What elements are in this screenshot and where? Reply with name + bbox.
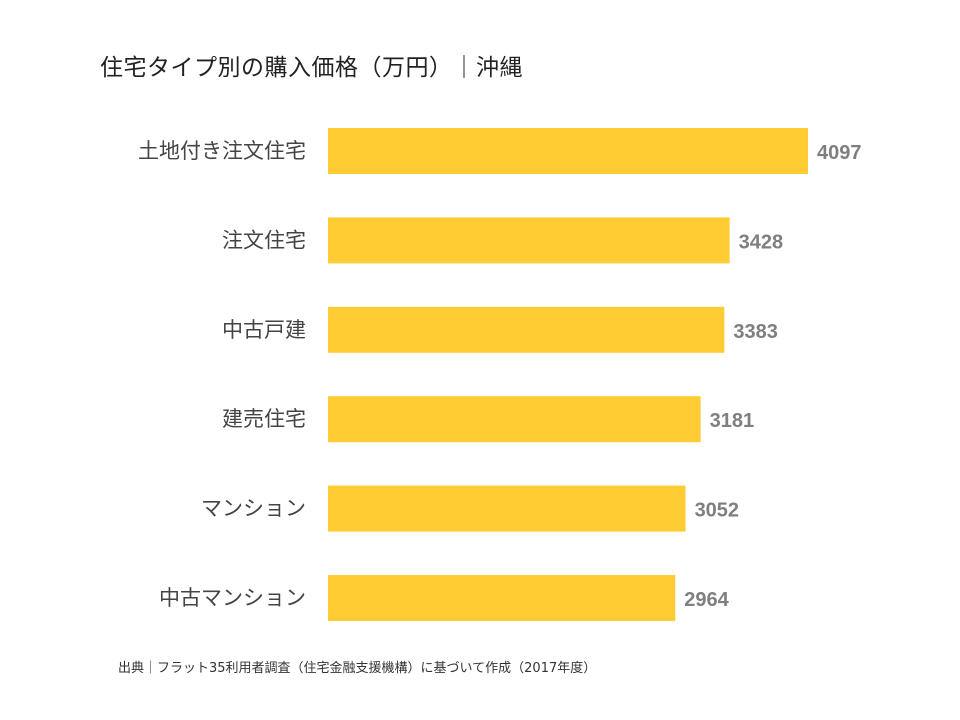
category-label: 注文住宅 xyxy=(222,228,306,252)
category-label: 中古戸建 xyxy=(222,318,306,342)
bar xyxy=(328,217,730,264)
data-label: 3383 xyxy=(733,321,778,343)
category-label: マンション xyxy=(201,497,306,521)
data-label: 3052 xyxy=(695,500,740,522)
data-label: 3181 xyxy=(710,410,755,432)
category-label: 中古マンション xyxy=(159,586,306,610)
bar xyxy=(328,306,725,353)
data-label: 4097 xyxy=(817,142,862,164)
source-note: 出典｜フラット35利用者調査（住宅金融支援機構）に基づいて作成（2017年度） xyxy=(118,661,597,676)
category-label: 建売住宅 xyxy=(222,407,306,431)
category-label: 土地付き注文住宅 xyxy=(138,139,306,163)
bar xyxy=(328,575,676,621)
data-label: 2964 xyxy=(684,589,729,611)
chart-title: 住宅タイプ別の購入価格（万円）｜沖縄 xyxy=(100,55,523,81)
bar xyxy=(328,128,808,174)
bar xyxy=(328,396,701,443)
data-label: 3428 xyxy=(739,231,784,253)
bar xyxy=(328,485,686,532)
